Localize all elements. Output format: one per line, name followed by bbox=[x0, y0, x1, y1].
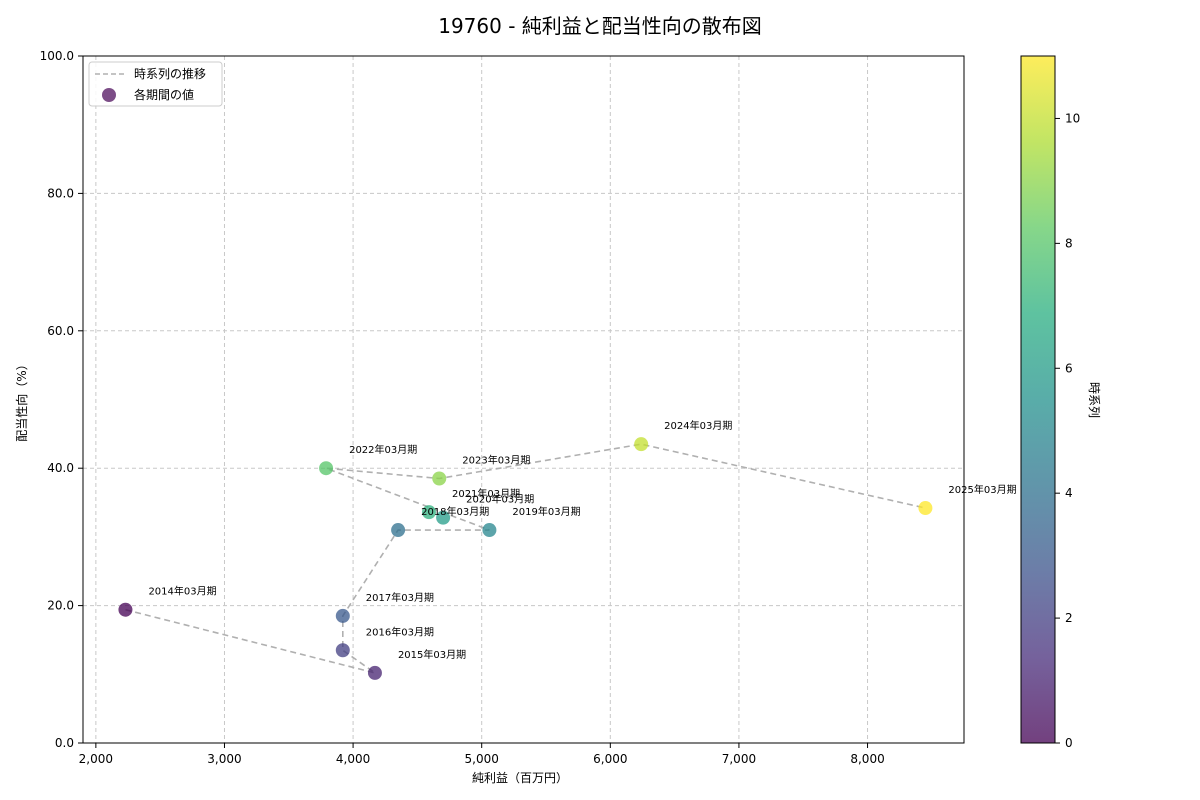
legend: 時系列の推移 各期間の値 bbox=[88, 61, 223, 107]
y-tick-label: 0.0 bbox=[55, 736, 74, 750]
data-point bbox=[482, 523, 497, 538]
x-tick-label: 5,000 bbox=[465, 752, 499, 766]
point-label: 2025年03月期 bbox=[948, 483, 1016, 496]
data-point bbox=[634, 437, 649, 452]
colorbar-tick-label: 10 bbox=[1065, 111, 1080, 125]
colorbar-label: 時系列 bbox=[1087, 382, 1101, 418]
point-label: 2014年03月期 bbox=[148, 585, 216, 598]
x-tick-label: 4,000 bbox=[336, 752, 370, 766]
plot-area-frame bbox=[82, 55, 965, 744]
time-series-line bbox=[125, 443, 926, 674]
point-labels: 2014年03月期 2015年03月期 2016年03月期 2017年03月期 2018… bbox=[148, 419, 1016, 661]
y-tick-label: 80.0 bbox=[47, 186, 74, 200]
data-point bbox=[335, 643, 350, 658]
point-label: 2019年03月期 bbox=[512, 505, 580, 518]
y-tick-label: 60.0 bbox=[47, 324, 74, 338]
point-label: 2020年03月期 bbox=[466, 493, 534, 506]
point-label: 2015年03月期 bbox=[398, 648, 466, 661]
colorbar-tick-label: 2 bbox=[1065, 611, 1073, 625]
colorbar-ticks: 0 2 4 6 8 10 bbox=[1055, 111, 1080, 750]
x-tick-label: 7,000 bbox=[722, 752, 756, 766]
point-label: 2024年03月期 bbox=[664, 419, 732, 432]
colorbar: 0 2 4 6 8 10 時系列 bbox=[1020, 55, 1101, 750]
colorbar-gradient bbox=[1020, 55, 1056, 744]
data-point bbox=[918, 501, 933, 516]
data-point bbox=[118, 602, 133, 617]
colorbar-tick-label: 8 bbox=[1065, 236, 1073, 250]
data-points bbox=[118, 437, 933, 680]
data-point bbox=[432, 471, 447, 486]
legend-points-label: 各期間の値 bbox=[134, 87, 194, 102]
colorbar-tick-label: 4 bbox=[1065, 486, 1073, 500]
y-tick-label: 20.0 bbox=[47, 599, 74, 613]
point-label: 2018年03月期 bbox=[421, 505, 489, 518]
y-axis-ticks: 0.0 20.0 40.0 60.0 80.0 100.0 bbox=[40, 49, 83, 750]
chart-title: 19760 - 純利益と配当性向の散布図 bbox=[438, 14, 762, 38]
x-axis-ticks: 2,000 3,000 4,000 5,000 6,000 7,000 8,000 bbox=[79, 743, 885, 766]
data-point bbox=[421, 505, 436, 520]
data-point bbox=[436, 510, 451, 525]
x-tick-label: 2,000 bbox=[79, 752, 113, 766]
data-point bbox=[335, 608, 350, 623]
legend-box bbox=[88, 61, 223, 107]
y-tick-label: 40.0 bbox=[47, 461, 74, 475]
data-point bbox=[367, 665, 382, 680]
y-tick-label: 100.0 bbox=[40, 49, 74, 63]
y-axis-label: 配当性向（%） bbox=[14, 358, 29, 441]
point-label: 2017年03月期 bbox=[366, 591, 434, 604]
colorbar-tick-label: 6 bbox=[1065, 361, 1073, 375]
point-label: 2016年03月期 bbox=[366, 625, 434, 638]
legend-point-swatch bbox=[102, 88, 116, 102]
x-tick-label: 8,000 bbox=[850, 752, 884, 766]
point-label: 2022年03月期 bbox=[349, 443, 417, 456]
grid-layer bbox=[83, 55, 964, 744]
point-label: 2021年03月期 bbox=[452, 487, 520, 500]
x-tick-label: 3,000 bbox=[207, 752, 241, 766]
point-label: 2023年03月期 bbox=[462, 454, 530, 467]
colorbar-tick-label: 0 bbox=[1065, 736, 1073, 750]
time-series-path bbox=[125, 443, 926, 674]
x-tick-label: 6,000 bbox=[593, 752, 627, 766]
data-point bbox=[319, 461, 334, 476]
legend-line-label: 時系列の推移 bbox=[134, 67, 206, 81]
x-axis-label: 純利益（百万円） bbox=[472, 771, 568, 785]
data-point bbox=[391, 523, 406, 538]
